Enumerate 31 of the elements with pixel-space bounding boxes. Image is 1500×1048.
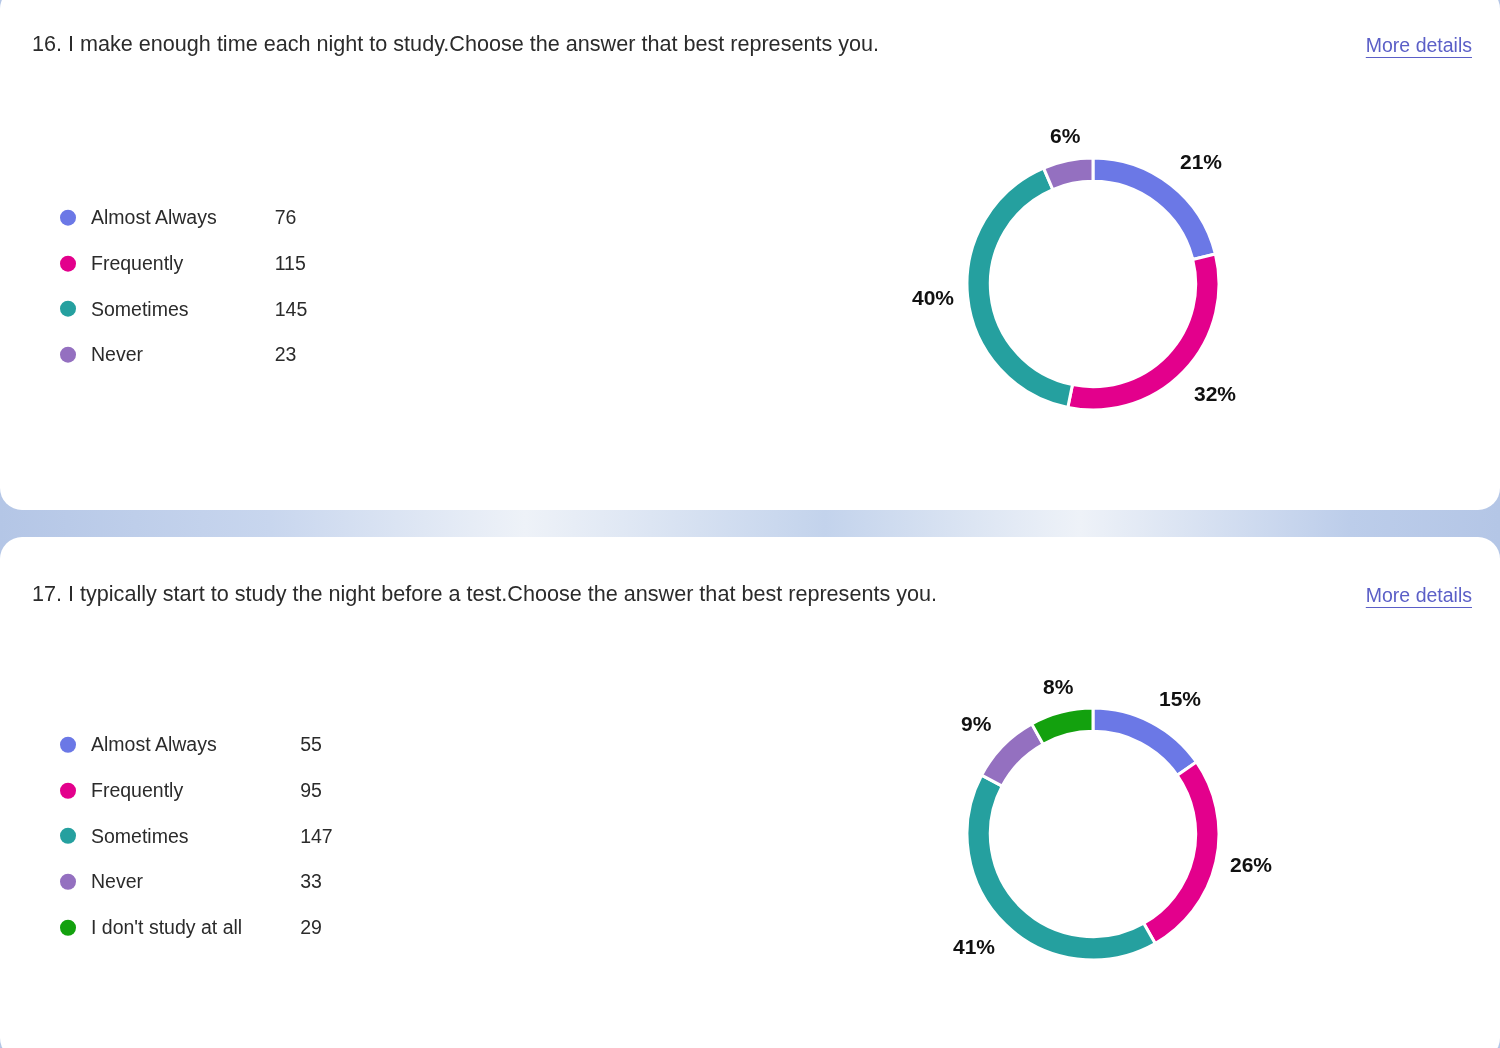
legend-label: Almost Always — [91, 733, 218, 757]
legend-label: I don't study at all — [91, 915, 243, 939]
text: 9% — [961, 712, 992, 735]
data-label: 115 — [274, 251, 307, 275]
chart-title: 17. I typically start to study the night before a test.Choose the answer that best represents you. — [32, 581, 938, 607]
text: 8% — [1043, 675, 1074, 698]
text: 41% — [953, 935, 996, 958]
text: More details — [1365, 583, 1472, 608]
legend-label: Sometimes — [91, 297, 190, 321]
data-label: 147 — [300, 824, 333, 848]
data-label: 95 — [300, 778, 323, 802]
legend-label: Frequently — [91, 778, 185, 802]
data-label: 23 — [274, 343, 298, 367]
text: 26% — [1230, 853, 1273, 876]
data-label: 55 — [300, 733, 323, 757]
text: 6% — [1050, 124, 1081, 147]
text: 21% — [1180, 150, 1223, 173]
text: 40% — [912, 286, 955, 309]
text: 15% — [1159, 687, 1202, 710]
legend-label: Sometimes — [91, 824, 190, 848]
data-label: 145 — [274, 297, 308, 321]
text: More details — [1365, 33, 1472, 58]
legend-label: Never — [91, 870, 145, 894]
text: 32% — [1194, 382, 1237, 405]
legend-label: Almost Always — [91, 205, 217, 229]
legend-label: Frequently — [91, 251, 185, 275]
data-label: 29 — [300, 915, 323, 939]
data-label: 76 — [274, 205, 298, 229]
chart-title: 16. I make enough time each night to study.Choose the answer that best represents you. — [32, 31, 880, 57]
data-label: 33 — [300, 870, 323, 894]
legend-label: Never — [91, 343, 145, 367]
